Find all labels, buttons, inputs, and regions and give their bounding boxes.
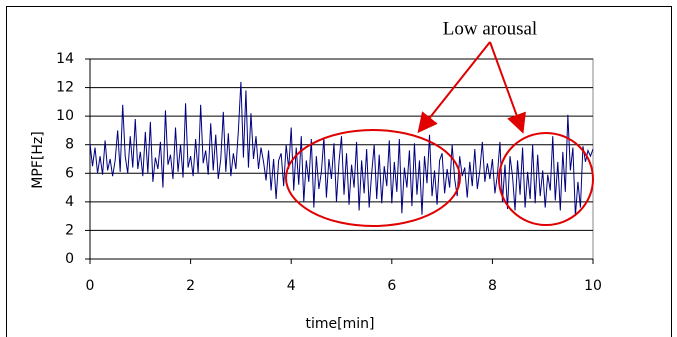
arrow [417,41,491,134]
y-tick-label: 10 [56,108,74,124]
arrow [489,41,526,134]
y-tick-label: 2 [65,222,74,238]
x-tick-label: 6 [387,278,396,294]
y-axis-label: MPF[Hz] [30,131,46,188]
highlight-ellipse [498,132,594,226]
annotation-marks [285,41,594,227]
x-tick-label: 0 [86,278,95,294]
y-tick-label: 4 [65,194,74,210]
x-tick-label: 8 [488,278,497,294]
x-tick-label: 4 [287,278,296,294]
data-line [89,81,594,217]
y-tick-label: 6 [65,165,74,181]
chart-frame [6,6,672,337]
x-tick-label: 2 [186,278,195,294]
y-tick-label: 12 [56,80,74,96]
highlight-ellipse [285,129,461,227]
y-tick-label: 14 [56,51,74,67]
x-tick-label: 10 [584,278,602,294]
y-tick-label: 8 [65,137,74,153]
x-axis-label: time[min] [306,316,375,332]
y-tick-label: 0 [65,251,74,267]
plot: 0 2 4 6 8 10 12 14 0 2 4 6 8 10 [56,51,602,294]
annotation: Low arousal [443,18,537,39]
